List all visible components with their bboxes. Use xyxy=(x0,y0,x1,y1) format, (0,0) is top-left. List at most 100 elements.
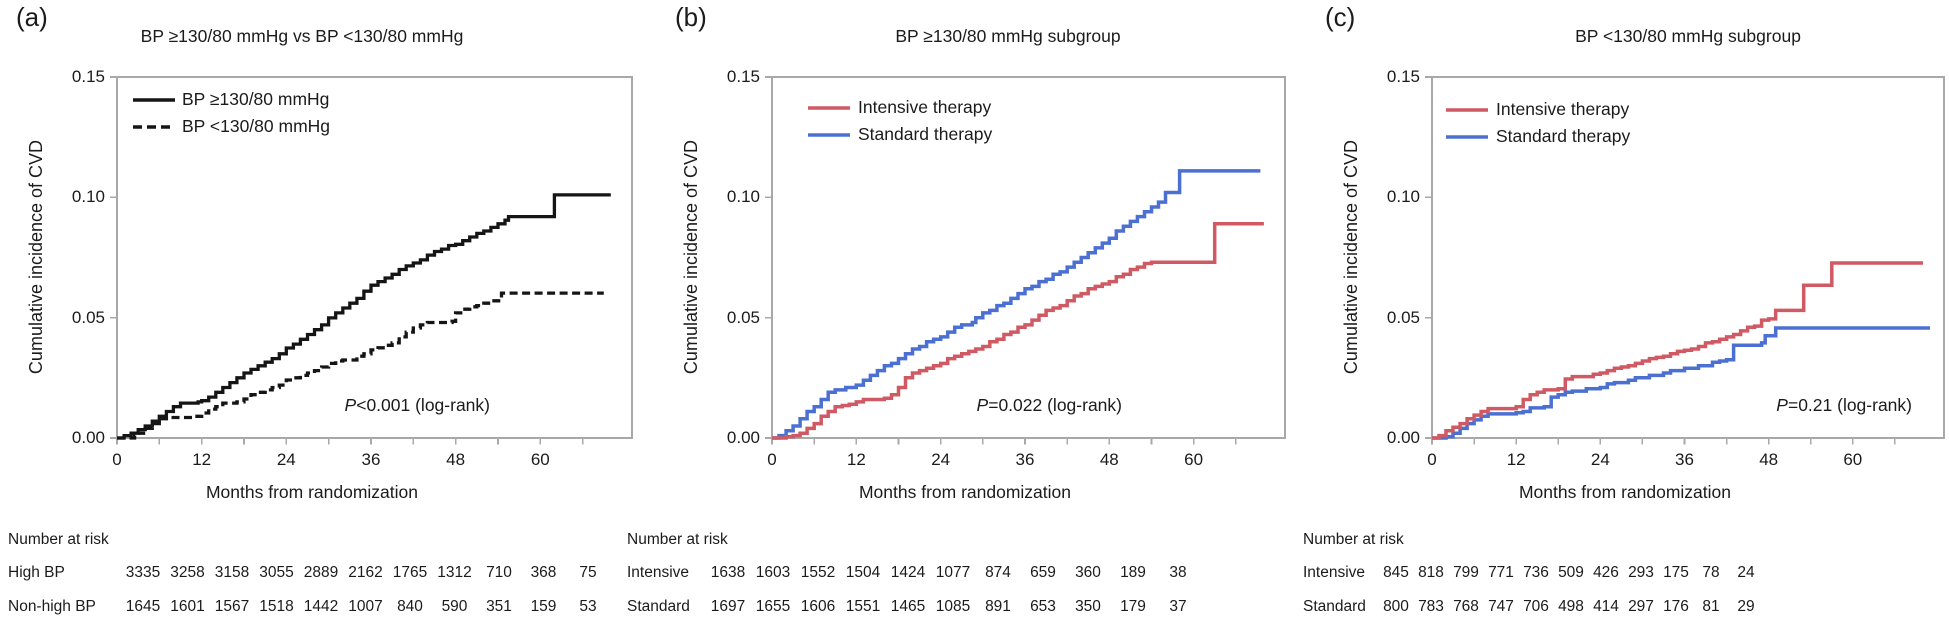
risk-value: 189 xyxy=(1120,564,1146,581)
plot-frame-a xyxy=(116,76,633,439)
x-tick-label: 24 xyxy=(931,450,951,469)
p-value-rest: =0.022 (log-rank) xyxy=(988,395,1122,415)
risk-value: 81 xyxy=(1702,598,1720,615)
x-axis-title: Months from randomization xyxy=(1518,482,1732,502)
risk-value: 1606 xyxy=(800,598,836,615)
y-tick-label: 0.00 xyxy=(71,428,105,447)
y-tick-label: 0.05 xyxy=(1386,307,1420,327)
risk-value: 38 xyxy=(1169,564,1187,581)
risk-value: 771 xyxy=(1488,564,1514,581)
risk-value: 1697 xyxy=(710,598,746,615)
risk-value: 3335 xyxy=(125,564,161,581)
risk-row-label: Standard xyxy=(1303,598,1366,615)
series-line-a-0 xyxy=(117,291,604,440)
risk-row-label: Non-high BP xyxy=(8,598,96,615)
risk-value: 179 xyxy=(1120,598,1146,615)
risk-value: 53 xyxy=(579,598,597,615)
y-tick-label: 0.00 xyxy=(1386,428,1420,447)
risk-value: 799 xyxy=(1453,564,1479,581)
plot-frame-c xyxy=(1431,76,1945,439)
x-tick-label: 12 xyxy=(846,450,866,469)
legend-label: Standard therapy xyxy=(858,124,993,144)
y-tick-label: 0.05 xyxy=(726,307,760,327)
risk-value: 840 xyxy=(397,598,423,615)
risk-value: 1504 xyxy=(845,564,881,581)
risk-value: 426 xyxy=(1593,564,1619,581)
x-tick-label: 60 xyxy=(530,450,550,469)
x-tick-label: 24 xyxy=(276,450,296,469)
x-tick-label: 0 xyxy=(1427,450,1437,469)
risk-value: 659 xyxy=(1030,564,1056,581)
risk-value: 360 xyxy=(1075,564,1101,581)
risk-value: 350 xyxy=(1075,598,1101,615)
risk-value: 1007 xyxy=(348,598,383,615)
risk-value: 736 xyxy=(1523,564,1549,581)
x-tick-label: 0 xyxy=(112,450,122,469)
risk-value: 1567 xyxy=(214,598,250,615)
risk-value: 874 xyxy=(985,564,1011,581)
x-axis-title: Months from randomization xyxy=(858,482,1072,502)
p-value-italic-p: P xyxy=(976,395,989,415)
x-tick-label: 60 xyxy=(1843,450,1863,469)
y-tick-label: 0.15 xyxy=(1386,67,1420,86)
panel-label-a: (a) xyxy=(16,2,48,32)
y-tick-label: 0.10 xyxy=(726,187,760,207)
risk-value: 1638 xyxy=(710,564,746,581)
risk-value: 1552 xyxy=(800,564,836,581)
y-axis-title: Cumulative incidence of CVD xyxy=(681,139,701,375)
chart-title: BP <130/80 mmHg subgroup xyxy=(1575,26,1801,46)
risk-value: 175 xyxy=(1663,564,1689,581)
risk-value: 768 xyxy=(1453,598,1479,615)
series-line-c-0 xyxy=(1432,326,1930,440)
y-tick-label: 0.10 xyxy=(71,187,105,207)
risk-value: 3055 xyxy=(259,564,294,581)
y-tick-label: 0.15 xyxy=(71,67,105,86)
panel-label-b: (b) xyxy=(675,2,707,32)
risk-value: 297 xyxy=(1628,598,1654,615)
risk-value: 176 xyxy=(1663,598,1689,615)
legend-label: Intensive therapy xyxy=(1496,99,1630,119)
x-tick-label: 48 xyxy=(1099,450,1119,469)
risk-value: 818 xyxy=(1418,564,1444,581)
risk-row-label: Standard xyxy=(627,598,690,615)
risk-value: 2889 xyxy=(303,564,339,581)
risk-value: 1518 xyxy=(259,598,294,615)
risk-value: 1085 xyxy=(935,598,971,615)
x-tick-label: 60 xyxy=(1184,450,1204,469)
series-line-b-0 xyxy=(772,169,1261,440)
risk-value: 783 xyxy=(1418,598,1444,615)
legend-label: Intensive therapy xyxy=(858,97,992,117)
risk-value: 1077 xyxy=(935,564,971,581)
panel-label-c: (c) xyxy=(1325,2,1356,32)
risk-value: 1465 xyxy=(890,598,926,615)
risk-value: 1601 xyxy=(170,598,205,615)
legend-label: BP ≥130/80 mmHg xyxy=(182,89,330,109)
y-tick-label: 0.15 xyxy=(726,67,760,86)
risk-value: 710 xyxy=(486,564,512,581)
risk-header: Number at risk xyxy=(1303,531,1404,548)
series-line-c-1 xyxy=(1432,261,1923,440)
series-line-a-1 xyxy=(117,193,611,440)
y-tick-label: 0.10 xyxy=(1386,187,1420,207)
risk-value: 1645 xyxy=(125,598,161,615)
x-tick-label: 48 xyxy=(1759,450,1779,469)
risk-value: 351 xyxy=(486,598,512,615)
risk-row-label: Intensive xyxy=(627,564,690,581)
risk-value: 498 xyxy=(1558,598,1584,615)
risk-value: 414 xyxy=(1593,598,1619,615)
x-axis-title: Months from randomization xyxy=(205,482,419,502)
y-axis-title: Cumulative incidence of CVD xyxy=(1341,139,1361,375)
risk-value: 800 xyxy=(1383,598,1409,615)
risk-value: 1312 xyxy=(437,564,472,581)
risk-value: 1655 xyxy=(755,598,791,615)
risk-value: 653 xyxy=(1030,598,1056,615)
x-tick-label: 12 xyxy=(1506,450,1526,469)
risk-value: 3158 xyxy=(214,564,250,581)
x-tick-label: 48 xyxy=(446,450,466,469)
x-tick-label: 12 xyxy=(192,450,212,469)
x-tick-label: 0 xyxy=(767,450,777,469)
risk-value: 24 xyxy=(1737,564,1755,581)
risk-value: 368 xyxy=(530,564,557,581)
risk-value: 747 xyxy=(1488,598,1514,615)
